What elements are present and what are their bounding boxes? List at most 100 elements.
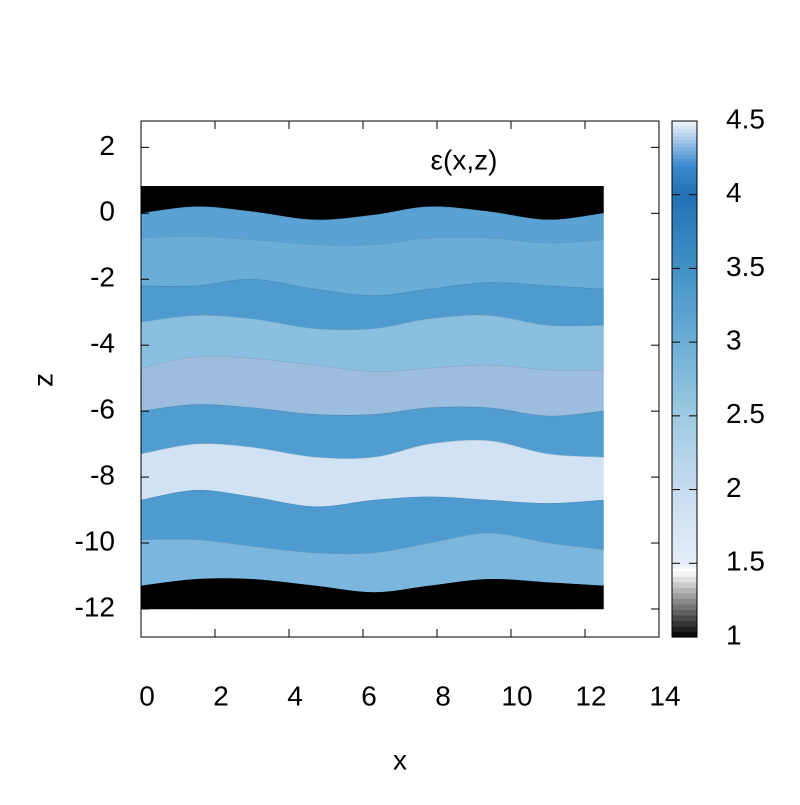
interface — [140, 314, 604, 331]
colorbar-segment — [672, 631, 697, 638]
colorbar-segment — [672, 311, 697, 319]
colorbar-segment — [672, 124, 697, 129]
colorbar-segment — [672, 189, 697, 193]
colorbar-segment — [672, 471, 697, 478]
colorbar-segment — [672, 544, 697, 552]
colorbar-segment — [672, 568, 697, 571]
colorbar-segment — [672, 161, 697, 166]
colorbar-segment — [672, 154, 697, 159]
colorbar-segment — [672, 179, 697, 184]
colorbar-segment — [672, 564, 697, 566]
colorbar-segment — [672, 566, 697, 569]
colorbar-segment — [672, 440, 697, 448]
colorbar-segment — [672, 551, 697, 558]
colorbar-segment — [672, 434, 697, 442]
colorbar-segment — [672, 256, 697, 263]
colorbar-segment — [672, 143, 697, 148]
colorbar-segment — [672, 415, 697, 423]
colorbar-tick-label: 1 — [726, 619, 742, 650]
colorbar-tick-label: 4.5 — [726, 103, 765, 134]
colorbar-segment — [672, 620, 697, 627]
x-tick-label: 10 — [501, 680, 532, 711]
y-tick-label: -8 — [90, 459, 115, 490]
colorbar-segment — [672, 184, 697, 188]
colorbar-segment — [672, 170, 697, 174]
colorbar-segment — [672, 532, 697, 540]
colorbar-segment — [672, 194, 697, 202]
interface — [140, 439, 604, 460]
colorbar-segment — [672, 603, 697, 610]
colorbar-tick-label: 2 — [726, 472, 742, 503]
colorbar-segment — [672, 274, 697, 282]
colorbar-tick-label: 2.5 — [726, 398, 765, 429]
colorbar-segment — [672, 514, 697, 521]
interface — [140, 236, 604, 246]
x-tick-label: 8 — [435, 680, 451, 711]
colorbar-segment — [672, 286, 697, 294]
colorbar-segment — [672, 128, 697, 133]
colorbar-segment — [672, 305, 697, 313]
colorbar-segment — [672, 262, 697, 270]
chart-title: ε(x,z) — [431, 144, 498, 175]
x-tick-label: 14 — [649, 680, 680, 711]
colorbar-segment — [672, 354, 697, 362]
colorbar-segment — [672, 268, 697, 276]
y-tick-label: -6 — [90, 394, 115, 425]
colorbar-segment — [672, 317, 697, 325]
x-tick-label: 12 — [575, 680, 606, 711]
colorbar-segment — [672, 280, 697, 288]
plot-frame — [140, 120, 660, 638]
colorbar-segment — [672, 508, 697, 515]
colorbar-segment — [672, 329, 697, 337]
colorbar-segment — [672, 342, 697, 349]
x-tick-label: 4 — [287, 680, 303, 711]
colorbar-segment — [672, 397, 697, 405]
colorbar-segment — [672, 570, 697, 572]
colorbar-segment — [672, 592, 697, 599]
colorbar-segment — [672, 172, 697, 176]
colorbar-segment — [672, 501, 697, 509]
colorbar-segment — [672, 323, 697, 331]
colorbar-segment — [672, 348, 697, 356]
colorbar-segment — [672, 132, 697, 137]
colorbar-segment — [672, 495, 697, 503]
colorbar-segment — [672, 366, 697, 374]
colorbar-segment — [672, 566, 697, 568]
colorbar-segment — [672, 139, 697, 144]
colorbar-frame — [671, 120, 698, 638]
colorbar-segment — [672, 192, 697, 196]
colorbar-segment — [672, 520, 697, 528]
layer — [140, 578, 604, 610]
colorbar-tick-label: 3 — [726, 325, 742, 356]
colorbar-segment — [672, 598, 697, 605]
colorbar-segment — [672, 157, 697, 163]
y-axis-label: z — [27, 373, 58, 387]
y-tick-label: -10 — [75, 525, 115, 556]
colorbar-segment — [672, 187, 697, 191]
colorbar-segment — [672, 422, 697, 429]
colorbar-segment — [672, 182, 697, 186]
colorbar-segment — [672, 625, 697, 633]
colorbar-segment — [672, 121, 697, 126]
colorbar-segment — [672, 614, 697, 622]
interface — [140, 404, 604, 417]
colorbar-segment — [672, 379, 697, 386]
colorbar-segment — [672, 565, 697, 567]
colorbar-segment — [672, 568, 697, 570]
colorbar-segment — [672, 372, 697, 380]
colorbar-tick-label: 1.5 — [726, 546, 765, 577]
colorbar-segment — [672, 526, 697, 534]
colorbar-segment — [672, 477, 697, 485]
colorbar-segment — [672, 231, 697, 239]
interface — [140, 578, 604, 593]
colorbar-segment — [672, 569, 697, 571]
colorbar-segment — [672, 538, 697, 546]
colorbar-segment — [672, 428, 697, 435]
colorbar-segment — [672, 299, 697, 306]
x-tick-label: 2 — [213, 680, 229, 711]
colorbar-segment — [672, 225, 697, 233]
colorbar-segment — [672, 165, 697, 169]
interface — [140, 355, 604, 372]
interface — [140, 206, 604, 221]
